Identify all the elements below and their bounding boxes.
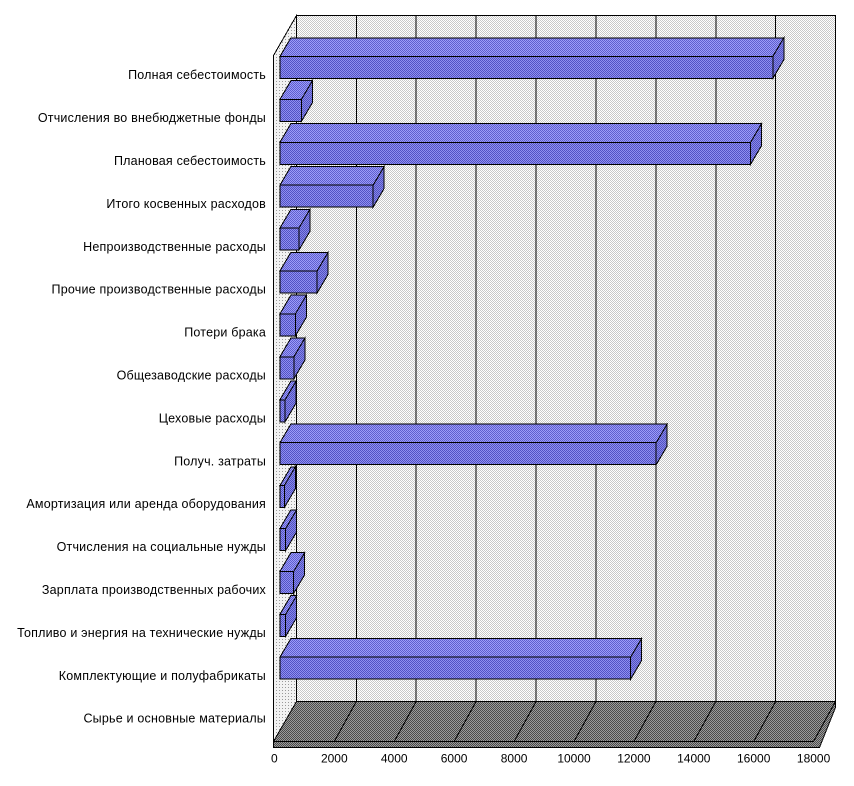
svg-text:Отчисления во внебюджетные фон: Отчисления во внебюджетные фонды (38, 111, 266, 125)
svg-text:Сырье и основные материалы: Сырье и основные материалы (83, 712, 266, 726)
svg-text:0: 0 (271, 751, 278, 765)
svg-text:16000: 16000 (737, 751, 771, 765)
svg-text:Цеховые расходы: Цеховые расходы (159, 411, 266, 425)
svg-text:18000: 18000 (797, 751, 831, 765)
svg-text:Зарплата производственных рабо: Зарплата производственных рабочих (42, 583, 267, 597)
svg-text:2000: 2000 (321, 751, 348, 765)
svg-text:10000: 10000 (557, 751, 591, 765)
svg-text:Полная себестоимость: Полная себестоимость (128, 68, 266, 82)
svg-text:Плановая себестоимость: Плановая себестоимость (114, 154, 266, 168)
svg-text:Прочие производственные расход: Прочие производственные расходы (52, 283, 266, 297)
svg-text:Получ. затраты: Получ. затраты (174, 454, 266, 468)
svg-text:14000: 14000 (677, 751, 711, 765)
svg-text:Потери брака: Потери брака (184, 326, 266, 340)
svg-text:6000: 6000 (441, 751, 468, 765)
svg-text:8000: 8000 (501, 751, 528, 765)
svg-text:Топливо и энергия на техническ: Топливо и энергия на технические нужды (17, 626, 266, 640)
svg-text:Общезаводские расходы: Общезаводские расходы (117, 369, 266, 383)
svg-text:Амортизация или аренда оборудо: Амортизация или аренда оборудования (26, 497, 266, 511)
svg-text:Итого косвенных расходов: Итого косвенных расходов (106, 197, 266, 211)
svg-text:Непроизводственные расходы: Непроизводственные расходы (83, 240, 266, 254)
svg-text:4000: 4000 (381, 751, 408, 765)
svg-text:12000: 12000 (617, 751, 651, 765)
svg-text:Отчисления на социальные нужды: Отчисления на социальные нужды (57, 540, 266, 554)
svg-text:Комплектующие и полуфабрикаты: Комплектующие и полуфабрикаты (59, 669, 266, 683)
